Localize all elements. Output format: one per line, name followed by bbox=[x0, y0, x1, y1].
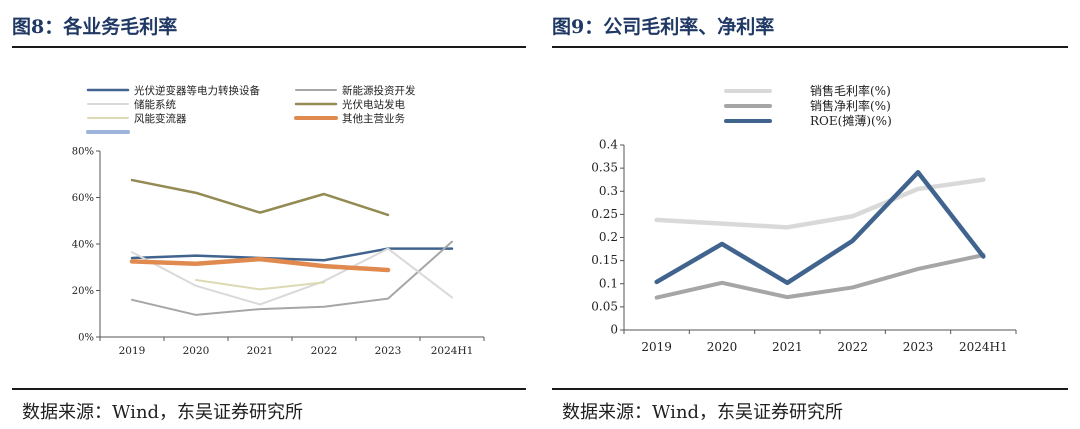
x-tick-label: 2022 bbox=[311, 345, 338, 357]
series-line bbox=[195, 279, 325, 291]
series-line bbox=[654, 253, 986, 300]
figure-9-panel: 图9：公司毛利率、净利率 0 0.05 0.1 0.15 0.2 0.25 0.3 0.35 0… bbox=[540, 0, 1080, 429]
figure-8-panel: 图8：各业务毛利率 0% 20% 40% 60% 80% 2019 2020 2021 2022… bbox=[12, 16, 526, 423]
x-tick-label: 2020 bbox=[707, 340, 738, 354]
legend-label: 新能源投资开发 bbox=[342, 84, 416, 97]
x-tick-label: 2023 bbox=[903, 340, 934, 354]
figure-9-title: 图9：公司毛利率、净利率 bbox=[552, 16, 775, 38]
series-line bbox=[130, 247, 454, 262]
x-tick-label: 2021 bbox=[247, 345, 274, 357]
figure-8-title: 图8：各业务毛利率 bbox=[12, 16, 178, 38]
figure-8-source: 数据来源：Wind，东吴证券研究所 bbox=[22, 402, 304, 423]
legend-label: 销售毛利率(%) bbox=[810, 83, 891, 98]
legend-label: ROE(摊薄)(%) bbox=[810, 113, 892, 128]
y-tick-label: 0.2 bbox=[599, 230, 618, 244]
y-tick-label: 80% bbox=[72, 147, 94, 158]
x-tick-label: 2024H1 bbox=[959, 340, 1008, 354]
x-tick-label: 2024H1 bbox=[431, 345, 474, 357]
figure-9-chart: 0 0.05 0.1 0.15 0.2 0.25 0.3 0.35 0.4 2019 2020 202… bbox=[591, 83, 1017, 354]
y-tick-label: 0.05 bbox=[591, 299, 618, 313]
legend-label: 风能变流器 bbox=[134, 112, 187, 125]
legend-label: 光伏逆变器等电力转换设备 bbox=[134, 84, 260, 97]
figure-9-source: 数据来源：Wind，东吴证券研究所 bbox=[562, 402, 844, 423]
y-tick-label: 0% bbox=[78, 333, 94, 344]
y-tick-label: 0.3 bbox=[599, 184, 618, 198]
y-tick-label: 0.1 bbox=[599, 276, 618, 290]
y-tick-label: 0.15 bbox=[591, 253, 618, 267]
y-tick-label: 0.4 bbox=[599, 138, 618, 152]
series-line bbox=[131, 247, 453, 306]
legend-label: 销售净利率(%) bbox=[810, 98, 891, 113]
series-line bbox=[654, 170, 986, 286]
x-tick-label: 2020 bbox=[183, 345, 210, 357]
legend-label: 储能系统 bbox=[134, 98, 176, 111]
x-tick-label: 2022 bbox=[837, 340, 868, 354]
x-tick-label: 2019 bbox=[641, 340, 672, 354]
legend-label: 光伏电站发电 bbox=[342, 98, 405, 111]
legend-label: 其他主营业务 bbox=[342, 112, 405, 125]
series-line bbox=[654, 177, 986, 230]
x-tick-label: 2019 bbox=[119, 345, 146, 357]
y-tick-label: 60% bbox=[72, 193, 94, 204]
y-tick-label: 0 bbox=[610, 323, 618, 337]
figure-8-top-rule bbox=[12, 46, 526, 48]
figure-8-bottom-rule bbox=[12, 388, 526, 390]
series-line bbox=[131, 240, 453, 316]
y-tick-label: 20% bbox=[72, 286, 94, 297]
y-tick-label: 0.35 bbox=[591, 161, 618, 175]
x-tick-label: 2021 bbox=[772, 340, 803, 354]
figure-8-chart: 0% 20% 40% 60% 80% 2019 2020 2021 2022 2023 2024H1… bbox=[72, 84, 485, 357]
y-tick-label: 0.25 bbox=[591, 207, 618, 221]
figure-9-top-rule bbox=[552, 46, 1068, 48]
y-tick-label: 40% bbox=[72, 240, 94, 251]
series-line bbox=[129, 256, 391, 273]
series-line bbox=[130, 178, 390, 217]
figure-9-bottom-rule bbox=[552, 388, 1068, 390]
x-tick-label: 2023 bbox=[375, 345, 402, 357]
